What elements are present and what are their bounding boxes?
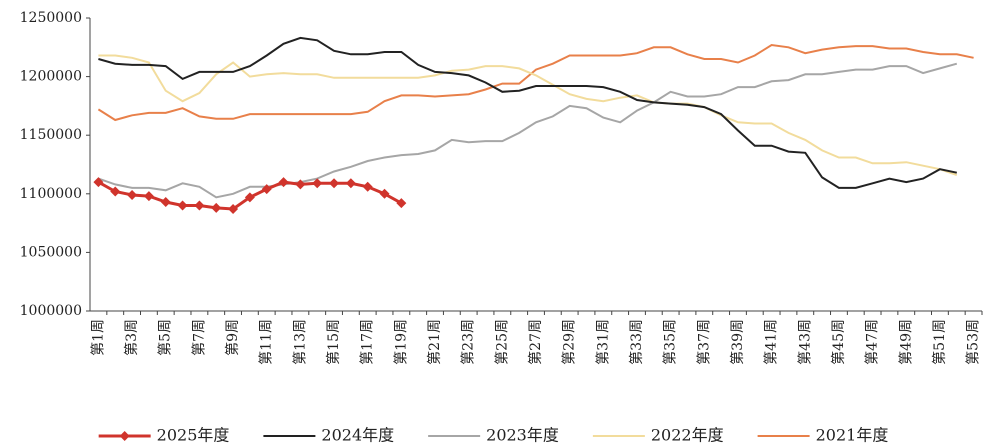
x-tick-label: 第15周 xyxy=(325,319,342,365)
x-tick-label: 第7周 xyxy=(190,319,207,356)
x-tick-label: 第31周 xyxy=(594,319,611,365)
marker xyxy=(244,192,255,203)
marker xyxy=(261,184,272,195)
x-tick-label: 第43周 xyxy=(796,319,813,365)
marker xyxy=(110,186,121,197)
x-tick-label: 第29周 xyxy=(561,319,578,365)
x-tick-label: 第9周 xyxy=(224,319,241,356)
marker xyxy=(160,197,171,208)
marker xyxy=(127,189,138,200)
marker xyxy=(194,200,205,211)
x-tick-label: 第19周 xyxy=(392,319,409,365)
y-tick-label: 1000000 xyxy=(20,303,82,319)
marker xyxy=(177,200,188,211)
x-tick-label: 第33周 xyxy=(628,319,645,365)
x-tick-label: 第49周 xyxy=(897,319,914,365)
x-tick-label: 第35周 xyxy=(662,319,679,365)
x-tick-label: 第5周 xyxy=(157,319,174,356)
marker xyxy=(312,178,323,189)
legend-label: 2022年度 xyxy=(651,426,724,445)
marker xyxy=(278,177,289,188)
marker xyxy=(396,198,407,209)
x-tick-label: 第3周 xyxy=(123,319,140,356)
marker xyxy=(228,204,239,215)
x-tick-label: 第45周 xyxy=(830,319,847,365)
marker xyxy=(379,188,390,199)
series-line xyxy=(97,43,974,122)
x-tick-label: 第39周 xyxy=(729,319,746,365)
marker xyxy=(329,178,340,189)
series-line xyxy=(98,62,958,199)
marker xyxy=(93,177,104,188)
legend-label: 2021年度 xyxy=(816,426,889,445)
x-tick-label: 第1周 xyxy=(89,319,106,356)
legend-label: 2024年度 xyxy=(321,426,394,445)
series-line xyxy=(98,36,958,189)
x-tick-label: 第23周 xyxy=(460,319,477,365)
x-tick-label: 第51周 xyxy=(931,319,948,365)
x-tick-label: 第27周 xyxy=(527,319,544,365)
x-tick-label: 第41周 xyxy=(763,319,780,365)
marker xyxy=(143,191,154,202)
legend-label: 2025年度 xyxy=(157,426,230,445)
marker xyxy=(211,202,222,213)
x-tick-label: 第47周 xyxy=(864,319,881,365)
marker xyxy=(362,181,373,192)
y-tick-label: 1250000 xyxy=(20,10,82,26)
legend-marker xyxy=(119,431,130,441)
x-tick-label: 第37周 xyxy=(695,319,712,365)
x-tick-label: 第25周 xyxy=(493,319,510,365)
x-tick-label: 第13周 xyxy=(291,319,308,365)
y-tick-label: 1150000 xyxy=(20,127,82,143)
y-tick-label: 1050000 xyxy=(20,244,82,260)
legend-label: 2023年度 xyxy=(486,426,559,445)
y-tick-label: 1200000 xyxy=(20,69,82,85)
x-tick-label: 第11周 xyxy=(258,319,275,365)
marker xyxy=(295,179,306,190)
x-tick-label: 第21周 xyxy=(426,319,443,365)
y-tick-label: 1100000 xyxy=(20,186,82,202)
x-tick-label: 第53周 xyxy=(965,319,982,365)
marker xyxy=(345,178,356,189)
x-tick-label: 第17周 xyxy=(359,319,376,365)
